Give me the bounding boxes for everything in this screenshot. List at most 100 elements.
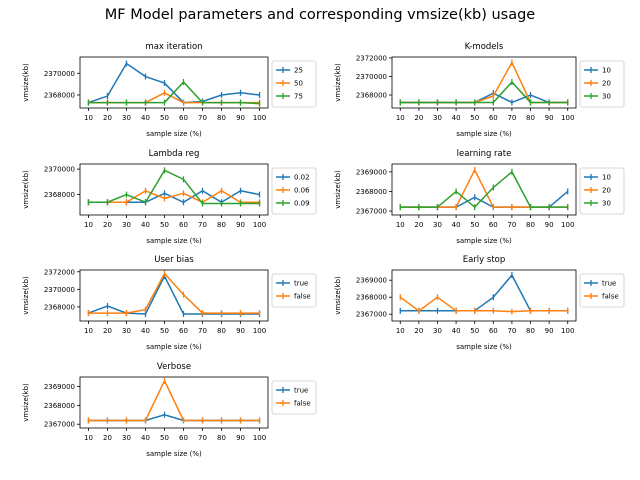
- x-tick-label: 20: [103, 434, 112, 442]
- legend-label: 25: [294, 67, 303, 75]
- x-tick-label: 40: [141, 221, 150, 229]
- legend-label: 30: [602, 200, 611, 208]
- x-tick-label: 40: [452, 114, 461, 122]
- legend-label: false: [294, 400, 311, 408]
- x-tick-label: 40: [452, 327, 461, 335]
- subplot-3: Lambda reg 10 20 30 40 50 60 70 80 90 100 sample si…: [22, 149, 317, 245]
- x-tick-label: 10: [84, 327, 93, 335]
- y-tick-label: 2368000: [356, 188, 387, 196]
- x-tick-label: 30: [433, 221, 442, 229]
- x-tick-label: 100: [561, 327, 574, 335]
- series-line-25: [88, 62, 260, 104]
- x-axis-label: sample size (%): [146, 343, 202, 351]
- x-tick-label: 90: [236, 327, 245, 335]
- y-axis-label: vmsize(kb): [22, 276, 30, 315]
- y-axis-label: vmsize(kb): [334, 276, 342, 315]
- series-line-30: [400, 170, 568, 209]
- x-tick-label: 50: [160, 327, 169, 335]
- x-tick-label: 80: [526, 114, 535, 122]
- y-axis-label: vmsize(kb): [22, 170, 30, 209]
- subplot-4: learning rate 10 20 30 40 50 60 70 80 90 100 sample…: [334, 149, 625, 245]
- legend-label: 0.06: [294, 187, 310, 195]
- x-tick-label: 30: [122, 221, 131, 229]
- legend: true false: [579, 273, 625, 308]
- y-tick-label: 2372000: [44, 268, 75, 276]
- legend: 10 20 30: [579, 167, 625, 215]
- x-tick-label: 10: [396, 327, 405, 335]
- x-axis-label: sample size (%): [456, 130, 512, 138]
- subplot-2: K-models 10 20 30 40 50 60 70 80 90 100 sample size…: [334, 42, 625, 138]
- y-tick-label: 2368000: [356, 92, 387, 100]
- legend-label: 30: [602, 93, 611, 101]
- x-tick-label: 80: [217, 114, 226, 122]
- x-tick-label: 70: [198, 434, 207, 442]
- x-tick-label: 80: [217, 221, 226, 229]
- y-tick-label: 2369000: [44, 383, 75, 391]
- legend-label: true: [602, 280, 616, 288]
- y-tick-label: 2367000: [44, 421, 75, 429]
- x-tick-label: 10: [84, 221, 93, 229]
- y-tick-label: 2369000: [356, 277, 387, 285]
- x-tick-label: 30: [433, 327, 442, 335]
- axes-frame: [391, 56, 577, 109]
- x-tick-label: 90: [236, 114, 245, 122]
- x-tick-label: 70: [198, 114, 207, 122]
- legend: 0.02 0.06 0.09: [271, 167, 317, 215]
- x-tick-label: 100: [253, 114, 266, 122]
- x-axis-label: sample size (%): [146, 130, 202, 138]
- x-tick-label: 50: [160, 221, 169, 229]
- x-tick-label: 80: [217, 434, 226, 442]
- x-tick-label: 50: [470, 327, 479, 335]
- x-tick-label: 40: [452, 221, 461, 229]
- x-tick-label: 60: [489, 327, 498, 335]
- x-tick-label: 30: [433, 114, 442, 122]
- legend: 10 20 30: [579, 60, 625, 108]
- y-tick-label: 2367000: [356, 311, 387, 319]
- legend-label: 20: [602, 80, 611, 88]
- x-tick-label: 70: [507, 114, 516, 122]
- series-line-10: [400, 190, 569, 208]
- legend-label: 0.02: [294, 174, 310, 182]
- series-line-true: [88, 413, 260, 422]
- y-tick-label: 2370000: [44, 166, 75, 174]
- legend: 25 50 75: [271, 60, 317, 108]
- x-tick-label: 60: [489, 114, 498, 122]
- y-tick-label: 2367000: [356, 208, 387, 216]
- y-axis-label: vmsize(kb): [22, 383, 30, 422]
- y-axis-label: vmsize(kb): [334, 63, 342, 102]
- subplot-7: Verbose 10 20 30 40 50 60 70 80 90 100 sample size …: [22, 362, 317, 458]
- axes-frame: [391, 163, 577, 216]
- x-tick-label: 80: [217, 327, 226, 335]
- x-tick-label: 40: [141, 327, 150, 335]
- legend-label: true: [294, 280, 308, 288]
- x-tick-label: 20: [414, 221, 423, 229]
- x-tick-label: 80: [526, 221, 535, 229]
- y-tick-label: 2368000: [356, 294, 387, 302]
- series-line-true: [88, 274, 260, 315]
- x-tick-label: 30: [122, 114, 131, 122]
- x-tick-label: 70: [198, 221, 207, 229]
- x-tick-label: 90: [545, 221, 554, 229]
- x-tick-label: 50: [470, 221, 479, 229]
- y-tick-label: 2368000: [44, 402, 75, 410]
- legend-label: 75: [294, 93, 303, 101]
- subplot-title: K-models: [465, 42, 504, 52]
- x-tick-label: 50: [160, 114, 169, 122]
- series-line-10: [400, 92, 568, 104]
- x-tick-label: 80: [526, 327, 535, 335]
- legend-label: true: [294, 387, 308, 395]
- x-tick-label: 60: [179, 434, 188, 442]
- x-tick-label: 90: [545, 327, 554, 335]
- x-tick-label: 90: [236, 221, 245, 229]
- subplot-6: Early stop 10 20 30 40 50 60 70 80 90 100 sample si…: [334, 255, 625, 351]
- axes-frame: [79, 163, 269, 216]
- y-axis-label: vmsize(kb): [22, 63, 30, 102]
- series-line-false: [88, 379, 260, 422]
- x-axis-label: sample size (%): [456, 343, 512, 351]
- y-tick-label: 2368000: [44, 303, 75, 311]
- x-tick-label: 20: [103, 114, 112, 122]
- y-tick-label: 2368000: [44, 191, 75, 199]
- x-tick-label: 100: [253, 221, 266, 229]
- y-tick-label: 2372000: [356, 54, 387, 62]
